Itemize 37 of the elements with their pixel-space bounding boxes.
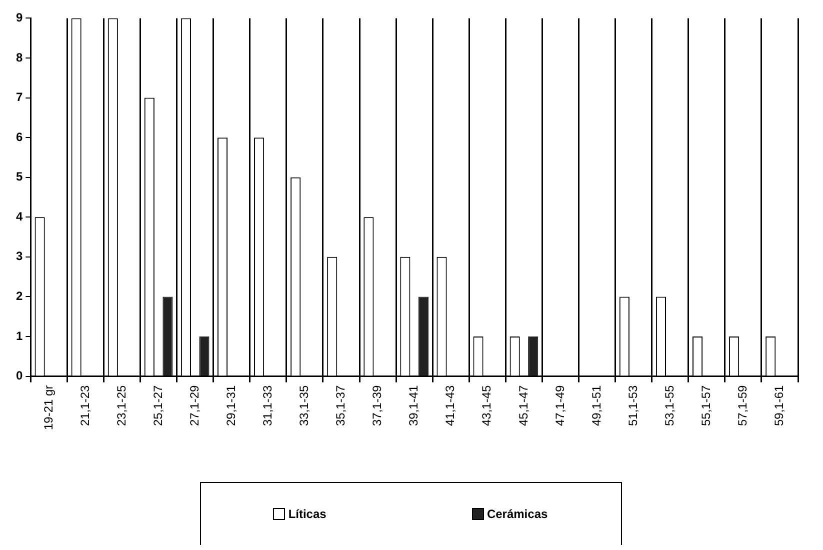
y-tick-label: 4 bbox=[16, 209, 23, 224]
x-tick-label: 25,1-27 bbox=[150, 384, 165, 426]
y-tick-label: 3 bbox=[16, 249, 23, 264]
legend-label: Cerámicas bbox=[486, 507, 548, 521]
x-tick-label: 43,1-45 bbox=[480, 384, 494, 426]
x-tick-label: 37,1-39 bbox=[370, 384, 384, 426]
x-tick-label: 55,1-57 bbox=[698, 384, 713, 426]
bar bbox=[199, 336, 210, 376]
x-tick-label: 27,1-29 bbox=[187, 384, 202, 426]
legend-label: Líticas bbox=[288, 507, 326, 521]
y-tick-label: 8 bbox=[16, 50, 23, 64]
x-tick-label: 51,1-53 bbox=[626, 384, 640, 426]
y-tick-label: 7 bbox=[16, 90, 23, 104]
y-tick-label: 5 bbox=[16, 170, 23, 184]
x-tick-label: 21,1-23 bbox=[78, 384, 92, 426]
y-tick-label: 9 bbox=[16, 10, 23, 25]
x-tick-label: 35,1-37 bbox=[334, 384, 348, 426]
y-tick-label: 6 bbox=[16, 130, 23, 144]
x-tick-label: 19-21 gr bbox=[41, 385, 56, 430]
bar bbox=[418, 296, 428, 376]
x-tick-label: 33,1-35 bbox=[297, 384, 312, 426]
bar bbox=[528, 336, 538, 376]
y-tick-label: 2 bbox=[16, 289, 23, 304]
x-tick-label: 45,1-47 bbox=[516, 384, 530, 426]
y-tick-label: 0 bbox=[16, 368, 23, 383]
x-tick-label: 29,1-31 bbox=[224, 384, 238, 426]
x-tick-label: 41,1-43 bbox=[443, 384, 458, 426]
x-tick-label: 39,1-41 bbox=[406, 384, 421, 426]
x-tick-label: 23,1-25 bbox=[114, 384, 128, 426]
x-tick-label: 53,1-55 bbox=[662, 384, 676, 426]
x-tick-label: 47,1-49 bbox=[552, 384, 567, 426]
bar bbox=[162, 296, 173, 376]
y-tick-label: 1 bbox=[16, 328, 23, 343]
x-tick-label: 57,1-59 bbox=[736, 384, 750, 426]
x-tick-label: 31,1-33 bbox=[260, 384, 274, 426]
x-tick-label: 59,1-61 bbox=[772, 384, 786, 426]
x-tick-label: 49,1-51 bbox=[589, 384, 604, 426]
